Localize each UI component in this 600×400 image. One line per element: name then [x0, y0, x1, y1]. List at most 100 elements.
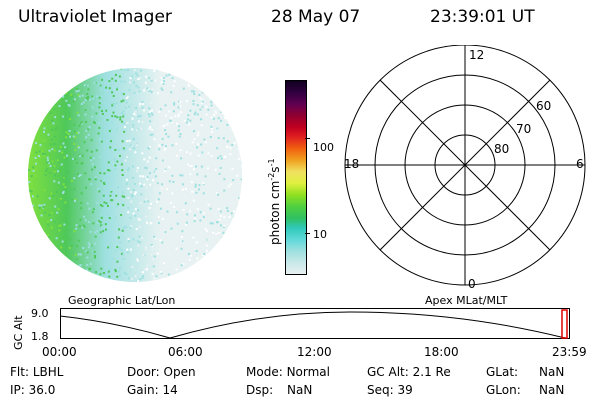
globe-speckle-pixel [47, 133, 50, 136]
globe-speckle-pixel [94, 231, 97, 234]
globe-speckle-pixel [229, 147, 232, 150]
globe-speckle-pixel [22, 234, 24, 236]
globe-speckle-pixel [165, 151, 168, 154]
globe-speckle-pixel [133, 81, 136, 84]
globe-speckle-pixel [46, 159, 49, 162]
globe-speckle-pixel [201, 91, 204, 94]
globe-speckle-pixel [114, 115, 117, 118]
globe-speckle-pixel [152, 265, 155, 268]
globe-speckle-pixel [21, 90, 23, 92]
globe-speckle-pixel [28, 189, 31, 192]
globe-speckle-pixel [137, 209, 140, 212]
globe-speckle-pixel [40, 204, 43, 207]
globe-speckle-pixel [169, 120, 172, 123]
globe-speckle-pixel [218, 256, 221, 259]
globe-speckle-pixel [119, 116, 122, 119]
globe-speckle-pixel [149, 183, 152, 186]
globe-speckle-pixel [76, 145, 79, 148]
globe-speckle-pixel [181, 78, 184, 81]
globe-speckle-pixel [170, 176, 173, 179]
globe-speckle-pixel [86, 251, 89, 254]
globe-speckle-pixel [66, 202, 69, 205]
globe-speckle-pixel [243, 101, 245, 103]
globe-speckle-pixel [227, 185, 230, 188]
globe-speckle-pixel [246, 121, 248, 123]
globe-speckle-pixel [153, 286, 155, 288]
globe-speckle-pixel [127, 277, 130, 280]
globe-speckle-pixel [224, 156, 227, 159]
globe-speckle-pixel [22, 205, 24, 207]
globe-speckle-pixel [239, 154, 242, 157]
globe-speckle-pixel [48, 98, 51, 101]
globe-speckle-pixel [112, 94, 115, 97]
globe-speckle-pixel [131, 289, 133, 290]
globe-speckle-pixel [201, 224, 204, 227]
globe-speckle-pixel [145, 75, 148, 78]
globe-speckle-pixel [223, 216, 226, 219]
globe-speckle-pixel [75, 69, 78, 72]
globe-speckle-pixel [93, 82, 96, 85]
globe-speckle-pixel [38, 288, 40, 290]
globe-speckle-pixel [36, 266, 39, 269]
globe-speckle-pixel [148, 156, 151, 159]
globe-speckle-pixel [94, 235, 97, 238]
globe-speckle-pixel [193, 138, 196, 141]
globe-speckle-pixel [208, 287, 210, 289]
globe-speckle-pixel [161, 143, 164, 146]
globe-speckle-pixel [178, 100, 181, 103]
globe-speckle-pixel [174, 205, 177, 208]
globe-speckle-pixel [61, 240, 64, 243]
globe-speckle-pixel [245, 142, 247, 144]
globe-speckle-pixel [133, 68, 136, 71]
globe-speckle-pixel [178, 242, 181, 245]
globe-speckle-pixel [224, 108, 227, 111]
globe-speckle-pixel [50, 226, 53, 229]
globe-speckle-pixel [36, 289, 38, 290]
globe-speckle-pixel [168, 71, 171, 74]
globe-speckle-pixel [50, 265, 53, 268]
globe-speckle-pixel [188, 274, 191, 277]
globe-speckle-pixel [166, 62, 168, 64]
globe-speckle-pixel [64, 267, 67, 270]
globe-speckle-pixel [51, 128, 54, 131]
globe-speckle-pixel [174, 115, 177, 118]
status-gain: Gain: 14 [127, 383, 178, 397]
globe-speckle-pixel [41, 104, 44, 107]
globe-speckle-pixel [155, 132, 158, 135]
globe-speckle-pixel [82, 246, 85, 249]
globe-speckle-pixel [148, 172, 151, 175]
globe-speckle-pixel [63, 174, 66, 177]
globe-speckle-pixel [136, 240, 139, 243]
polar-lat-label-70: 70 [516, 122, 531, 136]
globe-speckle-pixel [243, 223, 245, 225]
globe-speckle-pixel [87, 95, 90, 98]
globe-speckle-pixel [172, 110, 175, 113]
globe-speckle-pixel [32, 195, 35, 198]
globe-speckle-pixel [54, 142, 57, 145]
globe-speckle-pixel [219, 166, 222, 169]
globe-speckle-pixel [28, 122, 29, 125]
globe-speckle-pixel [164, 231, 167, 234]
globe-speckle-pixel [125, 101, 128, 104]
globe-speckle-pixel [123, 126, 126, 129]
globe-speckle-pixel [123, 80, 126, 83]
globe-speckle-pixel [61, 151, 64, 154]
instrument-title: Ultraviolet Imager [18, 7, 172, 27]
globe-speckle-pixel [43, 211, 46, 214]
globe-speckle-pixel [121, 173, 124, 176]
globe-speckle-pixel [197, 134, 200, 137]
globe-speckle-pixel [189, 119, 192, 122]
globe-speckle-pixel [78, 153, 81, 156]
globe-speckle-pixel [38, 150, 41, 153]
globe-speckle-pixel [215, 264, 218, 267]
globe-speckle-pixel [116, 205, 119, 208]
globe-speckle-pixel [116, 116, 119, 119]
globe-speckle-pixel [228, 249, 231, 252]
globe-speckle-pixel [54, 116, 57, 119]
globe-speckle-pixel [100, 140, 103, 143]
globe-speckle-pixel [205, 248, 208, 251]
globe-speckle-pixel [114, 270, 117, 273]
globe-speckle-pixel [85, 250, 88, 253]
globe-speckle-pixel [138, 103, 141, 106]
globe-speckle-pixel [173, 224, 176, 227]
